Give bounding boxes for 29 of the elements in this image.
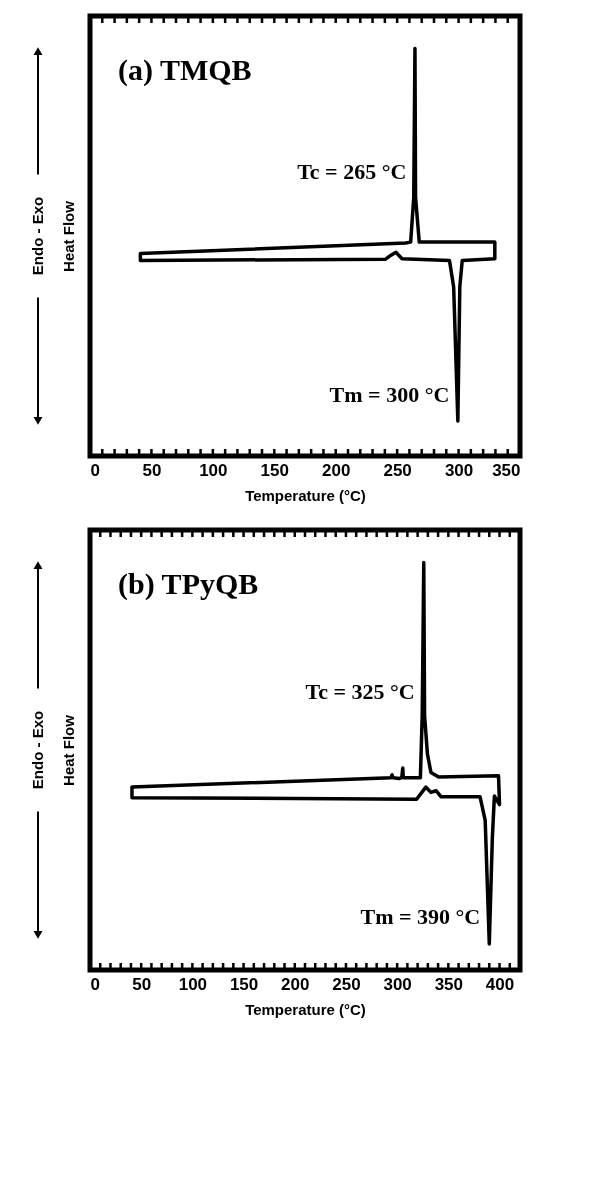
x-tick-label: 100 <box>178 974 208 994</box>
x-tick-label: 300 <box>383 974 412 994</box>
x-tick-label: 0 <box>90 974 100 994</box>
x-tick-label: 400 <box>485 974 515 994</box>
x-tick-label: 150 <box>260 460 289 480</box>
chart-title: (b) TPyQB <box>118 567 259 601</box>
x-tick-label: 350 <box>434 974 464 994</box>
text: Endo - Exo <box>29 710 46 790</box>
y-axis-title: Heat Flow <box>59 200 77 272</box>
annotation: Tc = 325 °C <box>305 679 415 705</box>
annotation: Tm = 300 °C <box>329 381 450 407</box>
chart-title: (a) TMQB <box>118 53 252 87</box>
x-tick-label: 300 <box>444 460 474 480</box>
text: Endo - Exo <box>29 196 46 276</box>
x-tick-label: 250 <box>332 974 361 994</box>
x-tick-label: 250 <box>383 460 412 480</box>
x-tick-label: 150 <box>229 974 259 994</box>
x-axis-title: Temperature (°C) <box>245 1000 366 1018</box>
x-tick-label: 200 <box>322 460 351 480</box>
x-tick-label: 0 <box>90 460 100 480</box>
annotation: Tm = 390 °C <box>360 904 481 930</box>
annotation: Tc = 265 °C <box>297 158 407 184</box>
x-tick-label: 200 <box>281 974 310 994</box>
x-axis-title: Temperature (°C) <box>245 486 366 504</box>
x-tick-label: 50 <box>142 460 162 480</box>
x-tick-label: 100 <box>199 460 228 480</box>
x-tick-label: 350 <box>492 460 521 480</box>
y-axis-title: Heat Flow <box>59 714 77 786</box>
x-tick-label: 50 <box>132 974 152 994</box>
